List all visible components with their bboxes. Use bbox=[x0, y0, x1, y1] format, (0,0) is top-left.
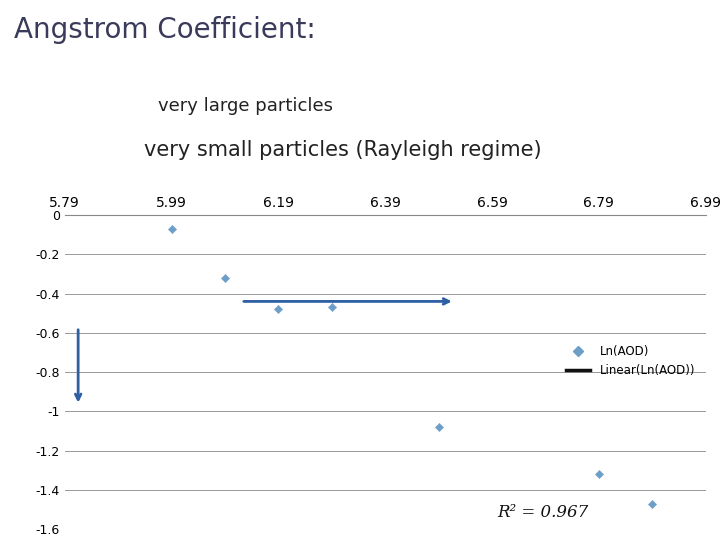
Text: R² = 0.967: R² = 0.967 bbox=[498, 504, 588, 522]
Point bbox=[647, 500, 658, 508]
Legend: Ln(AOD), Linear(Ln(AOD)): Ln(AOD), Linear(Ln(AOD)) bbox=[562, 341, 700, 382]
Point bbox=[273, 305, 284, 314]
Point bbox=[166, 225, 177, 233]
Point bbox=[593, 470, 605, 478]
Text: Angstrom Coefficient:: Angstrom Coefficient: bbox=[14, 16, 316, 44]
Point bbox=[433, 423, 444, 431]
Point bbox=[220, 274, 231, 282]
Text: very large particles: very large particles bbox=[158, 97, 333, 115]
Point bbox=[326, 303, 338, 312]
Text: very small particles (Rayleigh regime): very small particles (Rayleigh regime) bbox=[144, 140, 541, 160]
